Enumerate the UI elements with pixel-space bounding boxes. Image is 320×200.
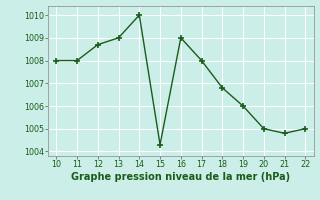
X-axis label: Graphe pression niveau de la mer (hPa): Graphe pression niveau de la mer (hPa): [71, 172, 290, 182]
